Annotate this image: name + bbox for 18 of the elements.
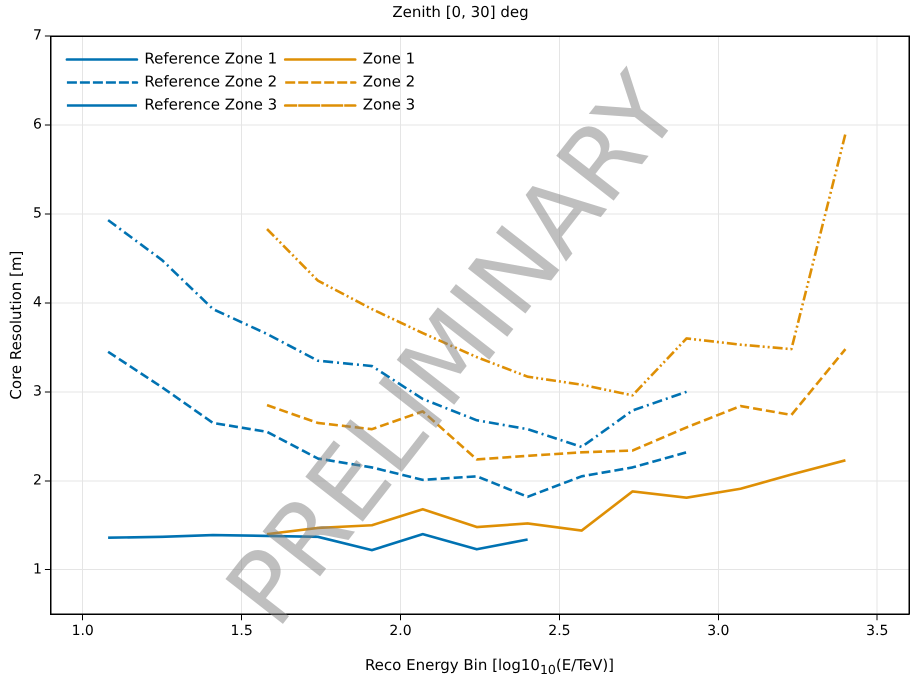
x-axis-title: Reco Energy Bin [log10$_{10}$(E/TeV)] [364,656,616,677]
y-tick-label: 5 [32,206,42,222]
x-tick-label: 2.5 [548,623,571,640]
legend-label: Reference Zone 1 [144,49,278,68]
x-tick-label: 2.0 [389,623,412,640]
y-tick-label: 1 [32,561,42,578]
x-tick-label: 1.5 [230,623,253,640]
y-axis-title: Core Resolution [m] [6,250,25,400]
y-tick-label: 2 [32,472,42,488]
legend-label: Zone 1 [362,49,416,68]
y-tick-label: 6 [32,116,42,133]
x-tick-label: 3.0 [707,623,730,640]
y-tick-label: 3 [32,383,42,400]
chart-title: Zenith [0, 30] deg [392,2,529,21]
x-tick-label: 3.5 [866,623,888,640]
x-tick-label: 1.0 [72,623,94,640]
y-tick-label: 7 [32,28,42,44]
y-tick-label: 4 [32,294,42,310]
